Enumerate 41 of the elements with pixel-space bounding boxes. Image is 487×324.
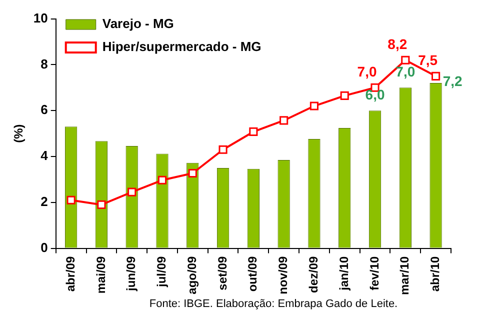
y-tick-label: 0	[40, 240, 48, 255]
x-tick-label: mar/10	[398, 256, 412, 296]
point	[128, 188, 136, 196]
y-tick-label: 4	[40, 148, 49, 164]
y-axis-title: (%)	[12, 124, 26, 143]
x-tick-label: out/09	[246, 256, 260, 292]
x-tick-label: jul/09	[154, 256, 169, 288]
x-tick-label: jan/10	[336, 256, 351, 292]
point	[218, 145, 228, 154]
point	[401, 56, 410, 64]
data-label: 7,0	[357, 64, 377, 80]
data-label: 6,0	[365, 86, 385, 102]
point	[97, 200, 106, 209]
x-tick-label: dez/09	[306, 256, 321, 293]
x-tick-label: ago/09	[184, 256, 199, 294]
data-label: 8,2	[388, 36, 408, 52]
point	[66, 196, 76, 204]
point	[310, 102, 319, 110]
point	[280, 116, 288, 125]
point	[249, 127, 258, 136]
data-label: 7,2	[442, 72, 463, 89]
point	[340, 91, 349, 100]
y-tick-label: 2	[40, 194, 48, 209]
legend-label: Varejo - MG	[102, 16, 174, 32]
y-tick-label: 8	[40, 56, 48, 72]
source-note: Fonte: IBGE. Elaboração: Embrapa Gado de Leite.	[148, 298, 399, 310]
x-tick-label: set/09	[215, 256, 230, 290]
x-tick-label: mai/09	[94, 256, 108, 294]
y-tick-label: 10	[33, 10, 48, 26]
x-tick-label: jun/09	[124, 256, 138, 292]
x-tick-label: nov/09	[276, 256, 290, 294]
point	[432, 72, 440, 80]
point	[188, 168, 197, 178]
y-tick-label: 6	[40, 102, 48, 118]
data-label: 7,5	[418, 52, 438, 68]
x-tick-label: abr/10	[428, 256, 442, 292]
legend-label: Hiper/supermercado - MG	[102, 39, 262, 54]
point	[158, 176, 167, 184]
x-tick-label: fev/10	[367, 256, 382, 290]
data-label: 7,0	[396, 64, 416, 80]
x-tick-label: abr/09	[63, 256, 78, 292]
